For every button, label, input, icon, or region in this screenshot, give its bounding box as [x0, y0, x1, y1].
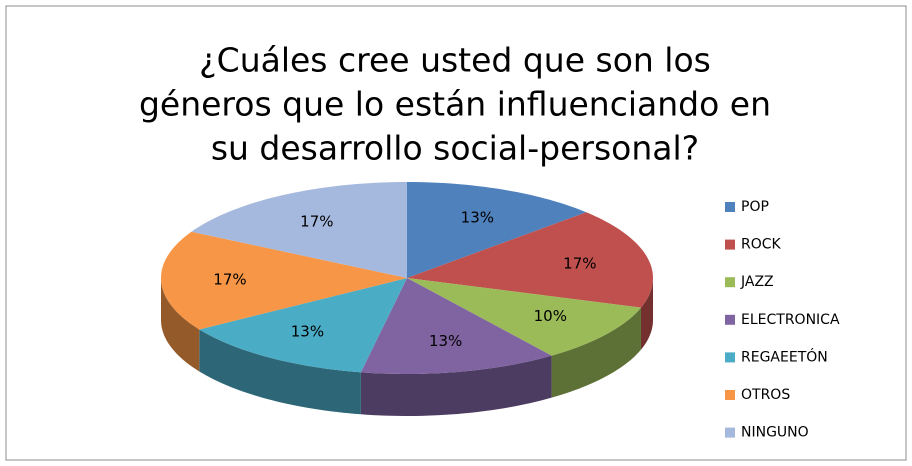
- pie-slice: [407, 278, 641, 356]
- legend-swatch: [725, 314, 735, 325]
- legend-swatch: [725, 352, 735, 363]
- legend-label: POP: [741, 199, 769, 215]
- data-label: 13%: [461, 209, 494, 227]
- pie-side: [551, 307, 641, 398]
- pie-side: [640, 278, 653, 350]
- legend-swatch: [725, 239, 735, 250]
- chart-title: su desarrollo social-personal?: [211, 129, 699, 168]
- data-label: 17%: [563, 254, 596, 272]
- chart-title: ¿Cuáles cree usted que son los: [199, 41, 711, 80]
- data-label: 13%: [429, 332, 462, 350]
- pie-side: [360, 355, 552, 416]
- pie-side: [161, 278, 200, 372]
- chart-title: géneros que lo están influenciando en: [139, 85, 771, 124]
- data-label: 10%: [534, 307, 567, 325]
- pie-slice: [407, 212, 653, 308]
- legend-swatch: [725, 390, 735, 400]
- data-label: 17%: [300, 212, 333, 230]
- legend-label: REGAEETÓN: [741, 347, 828, 365]
- pie-slice: [161, 231, 407, 330]
- pie-slice: [360, 278, 552, 374]
- legend-swatch: [725, 277, 735, 288]
- pie-slice: [199, 278, 407, 373]
- data-label: 17%: [213, 271, 246, 289]
- pie-slice: [191, 182, 407, 278]
- legend-label: ELECTRONICA: [741, 312, 840, 328]
- legend-label: JAZZ: [740, 274, 774, 290]
- legend-swatch: [725, 202, 735, 212]
- legend-label: NINGUNO: [741, 425, 809, 441]
- legend-label: OTROS: [741, 387, 790, 403]
- pie-side: [199, 329, 361, 415]
- legend-label: ROCK: [741, 237, 782, 253]
- pie-slice: [407, 182, 587, 278]
- data-label: 13%: [291, 322, 324, 340]
- legend-swatch: [725, 427, 735, 438]
